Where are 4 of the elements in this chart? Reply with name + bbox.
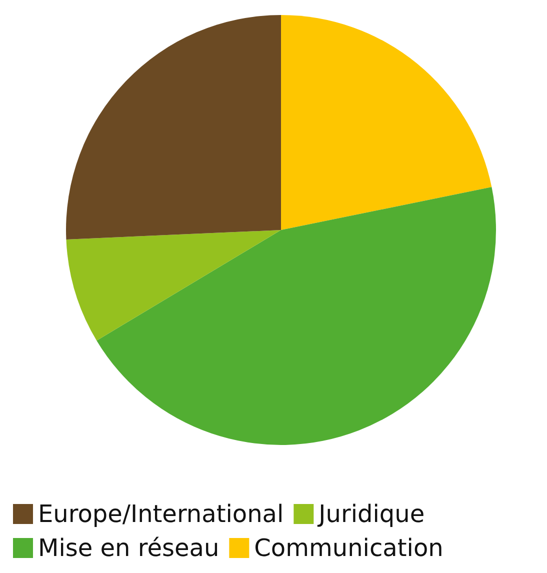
legend-label: Juridique [316, 500, 425, 528]
legend-label: Europe/International [38, 500, 284, 528]
legend-label: Mise en réseau [38, 534, 220, 562]
legend-label: Communication [254, 534, 444, 562]
